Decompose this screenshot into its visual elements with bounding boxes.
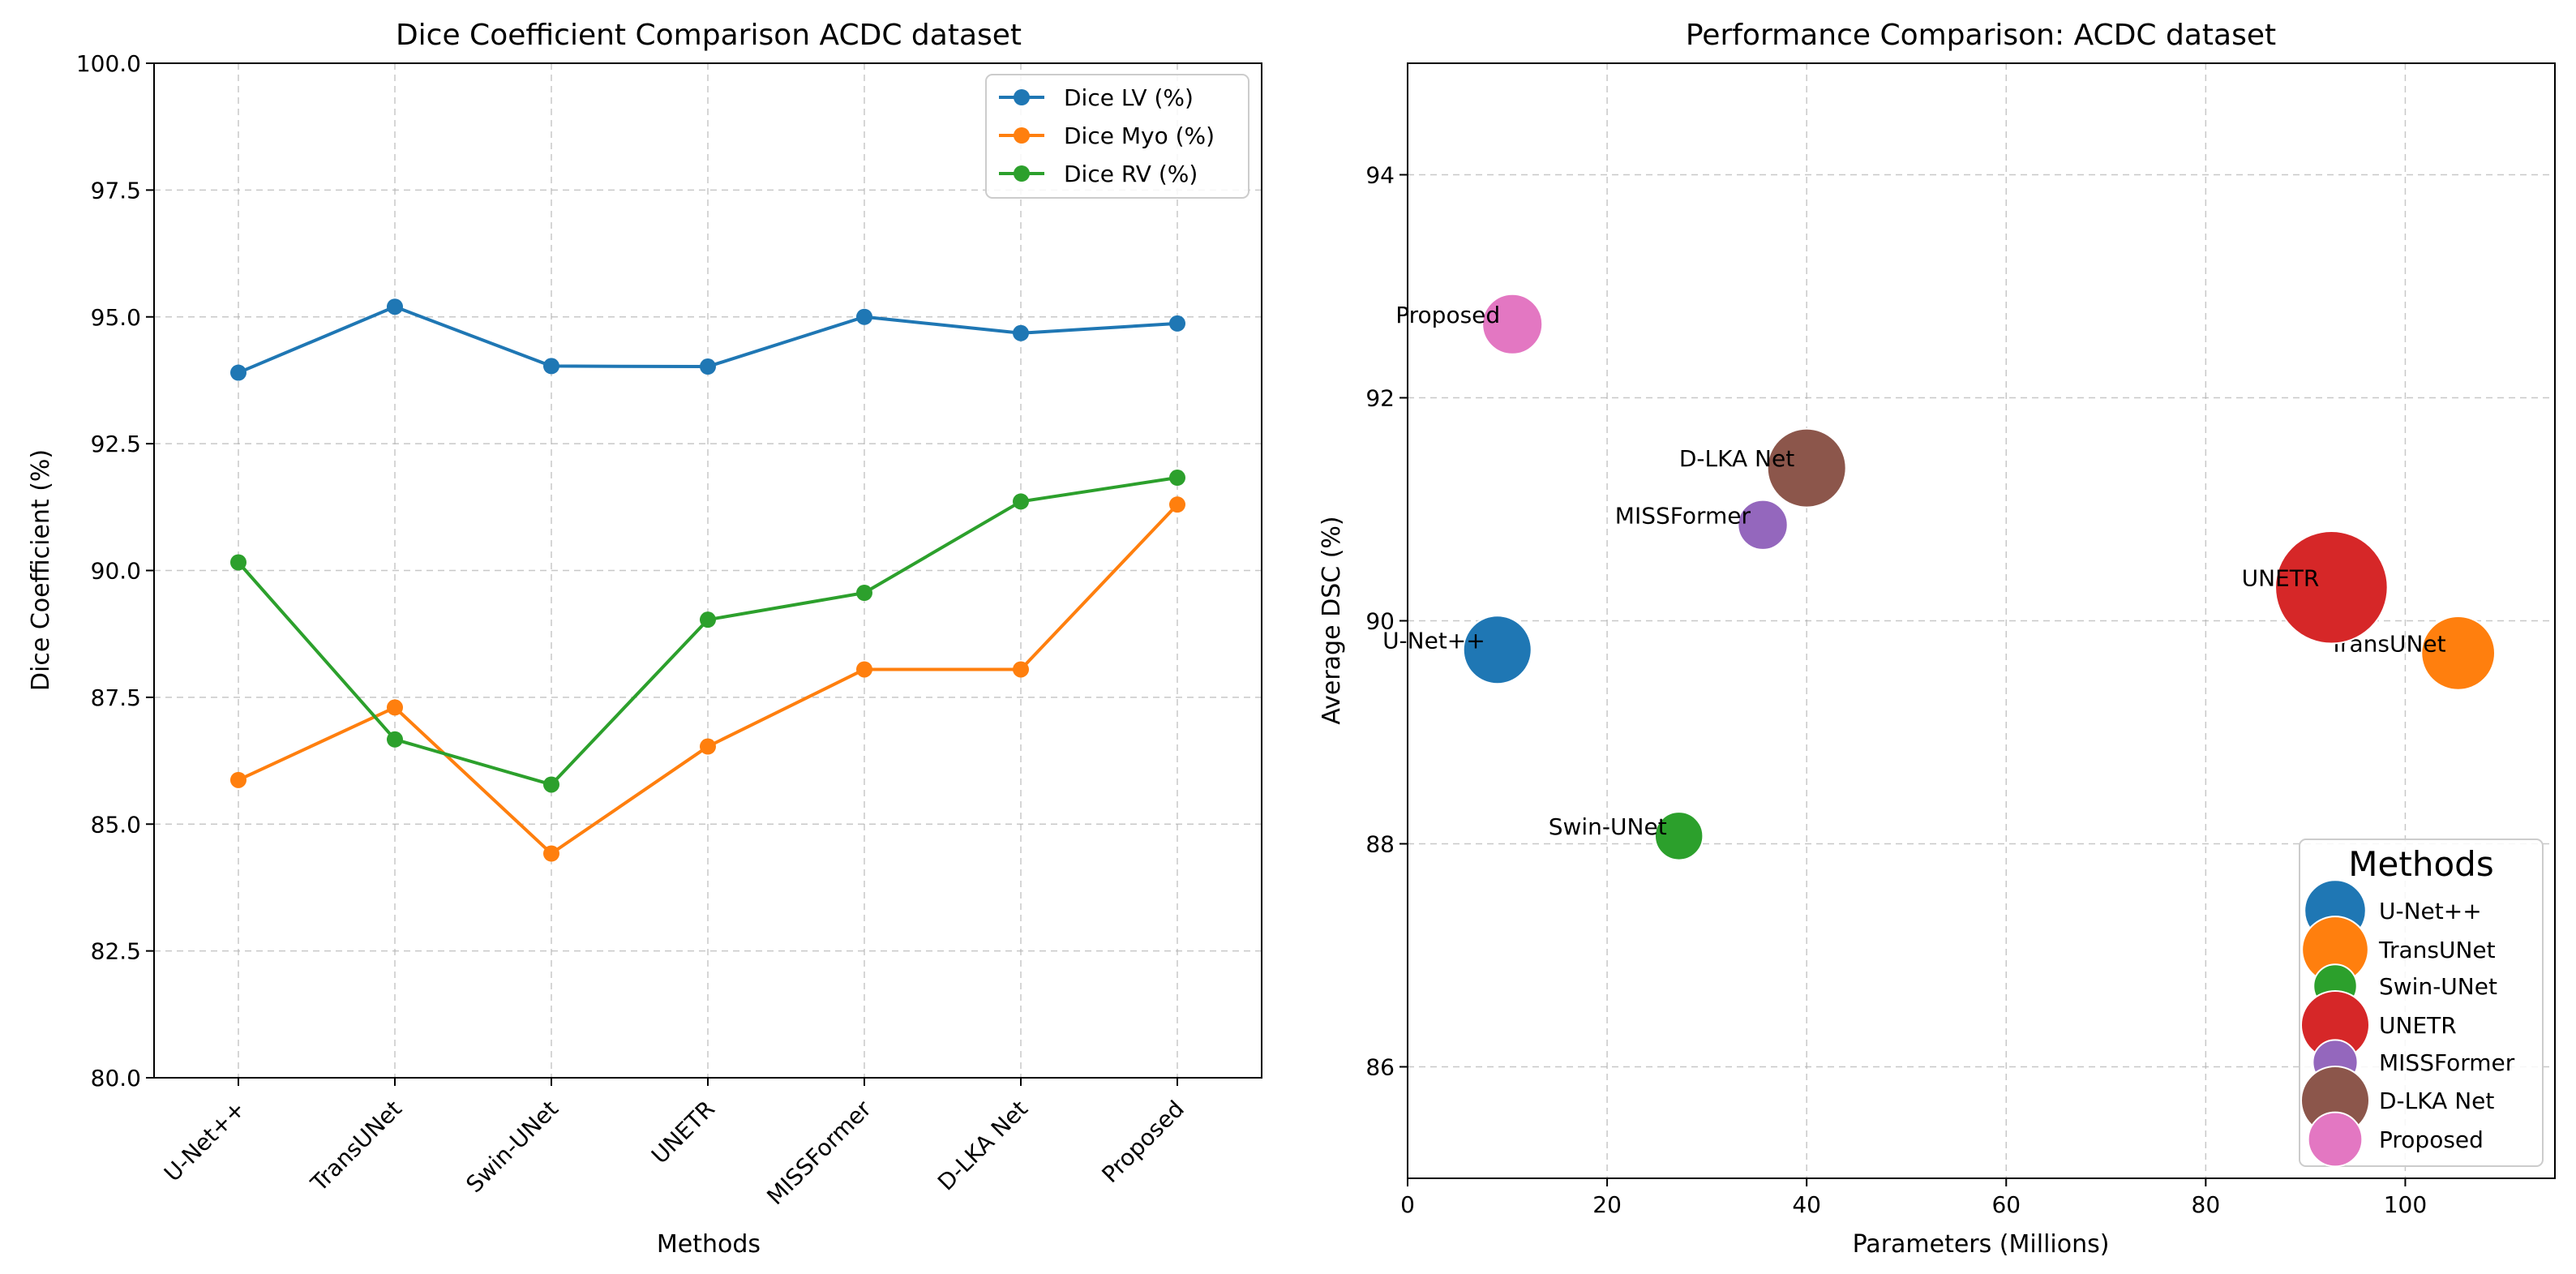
scatter-legend-label: MISSFormer: [2379, 1049, 2515, 1076]
scatter-chart-legend: Methods U-Net++ TransUNet Swin-UNet UNETR MI…: [2299, 839, 2544, 1168]
line-chart-y-tick-label: 82.5: [91, 938, 141, 965]
scatter-chart-y-axis: 86 88 90 92 94: [1365, 162, 1408, 1081]
scatter-point-proposed: [1481, 293, 1544, 355]
line-point-2-5: [856, 661, 872, 678]
line-point-1-5: [856, 308, 872, 325]
scatter-legend-label: D-LKA Net: [2379, 1087, 2494, 1114]
scatter-point-transunet: [2420, 616, 2497, 691]
line-chart-y-tick-label: 80.0: [91, 1065, 141, 1092]
line-chart-y-tick-label: 92.5: [91, 431, 141, 457]
line-point-3-2: [387, 731, 403, 748]
scatter-point-label: Swin-UNet: [1549, 813, 1667, 840]
scatter-point-label: U-Net++: [1382, 627, 1485, 654]
scatter-legend-label: UNETR: [2379, 1012, 2457, 1039]
scatter-legend-label: Swin-UNet: [2379, 973, 2497, 1000]
scatter-chart-x-tick-label: 40: [1792, 1191, 1821, 1218]
line-chart-x-label: Methods: [657, 1230, 761, 1259]
line-point-1-3: [543, 358, 559, 375]
line-chart-y-tick-label: 85.0: [91, 811, 141, 838]
line-chart-y-tick-label: 90.0: [91, 558, 141, 585]
scatter-legend-label: Proposed: [2379, 1126, 2484, 1153]
line-point-3-1: [230, 554, 246, 571]
line-chart-frame: [153, 62, 1262, 1079]
line-chart-legend-label: Dice LV (%): [1064, 84, 1194, 111]
scatter-chart-y-label: Average DSC (%): [1318, 516, 1346, 724]
scatter-chart-y-tick-label: 86: [1365, 1054, 1395, 1081]
scatter-chart-x-tick-label: 80: [2192, 1191, 2221, 1218]
scatter-chart-x-tick-label: 60: [1991, 1191, 2021, 1218]
line-point-1-7: [1169, 315, 1185, 332]
scatter-legend-marker: [2307, 1111, 2364, 1168]
scatter-chart-x-tick-label: 0: [1400, 1191, 1415, 1218]
line-point-1-4: [700, 358, 716, 375]
scatter-chart-x-label: Parameters (Millions): [1853, 1230, 2110, 1259]
scatter-point-label: MISSFormer: [1615, 502, 1751, 529]
line-point-2-2: [387, 699, 403, 716]
scatter-chart-y-tick-label: 94: [1365, 162, 1395, 189]
line-chart-legend-marker: [1014, 127, 1030, 144]
scatter-point-u-net-: [1462, 615, 1532, 685]
scatter-chart-x-tick-label: 100: [2384, 1191, 2427, 1218]
line-chart-y-tick-label: 95.0: [91, 304, 141, 331]
line-point-1-6: [1013, 324, 1029, 341]
scatter-chart-title: Performance Comparison: ACDC dataset: [1686, 19, 2276, 52]
line-chart-legend: Dice LV (%) Dice Myo (%) Dice RV (%): [985, 74, 1249, 199]
line-point-1-2: [387, 298, 403, 315]
line-chart-legend-marker: [1014, 165, 1030, 182]
line-chart-y-tick-label: 100.0: [76, 50, 141, 77]
scatter-point-missformer: [1737, 499, 1789, 551]
line-chart-legend-label: Dice RV (%): [1064, 161, 1198, 187]
line-point-3-4: [700, 611, 716, 628]
line-point-1-1: [230, 364, 246, 381]
line-point-3-3: [543, 776, 559, 793]
line-chart-y-tick-label: 87.5: [91, 684, 141, 711]
line-point-2-7: [1169, 496, 1185, 513]
scatter-chart-frame: [1407, 62, 2556, 1179]
scatter-legend-label: U-Net++: [2379, 898, 2482, 924]
line-point-3-5: [856, 585, 872, 602]
line-point-2-6: [1013, 661, 1029, 678]
scatter-point-unetr: [2274, 530, 2389, 645]
line-chart-y-label: Dice Coefficient (%): [27, 449, 55, 691]
scatter-chart-x-axis: 0 20 40 60 80 100: [1400, 1178, 2427, 1218]
scatter-point-d-lka-net: [1766, 427, 1847, 508]
scatter-point-swin-unet: [1653, 811, 1704, 861]
line-chart-legend-marker: [1014, 89, 1030, 105]
line-chart-legend-label: Dice Myo (%): [1064, 122, 1215, 149]
line-point-3-6: [1013, 493, 1029, 510]
scatter-legend-label: TransUNet: [2378, 937, 2496, 963]
line-point-2-1: [230, 771, 246, 788]
line-chart-y-tick-label: 97.5: [91, 177, 141, 204]
line-chart-y-axis: 80.0 82.5 85.0 87.5 90.0 92.5 95.0 97.5 100.0: [76, 50, 154, 1092]
line-point-3-7: [1169, 470, 1185, 487]
scatter-chart-y-tick-label: 88: [1365, 831, 1395, 858]
scatter-chart-points: U-Net++ TransUNetSwin-UNetUNETRMISSFormer…: [1382, 293, 2497, 861]
line-chart-title: Dice Coefficient Comparison ACDC dataset: [396, 19, 1022, 52]
scatter-chart-x-tick-label: 20: [1592, 1191, 1622, 1218]
scatter-chart: Performance Comparison: ACDC dataset 868…: [1318, 19, 2556, 1259]
line-point-2-3: [543, 845, 559, 862]
line-chart: Dice Coefficient Comparison ACDC dataset…: [27, 19, 1262, 1259]
scatter-chart-y-tick-label: 92: [1365, 385, 1395, 412]
line-point-2-4: [700, 738, 716, 755]
scatter-chart-legend-title: Methods: [2348, 844, 2493, 884]
scatter-point-label: Proposed: [1395, 302, 1500, 328]
scatter-chart-y-tick-label: 90: [1365, 608, 1395, 635]
scatter-point-label: UNETR: [2242, 564, 2320, 591]
scatter-point-label: D-LKA Net: [1679, 445, 1794, 472]
line-chart-series: [230, 298, 1185, 862]
line-chart-legend-box: [985, 74, 1249, 199]
